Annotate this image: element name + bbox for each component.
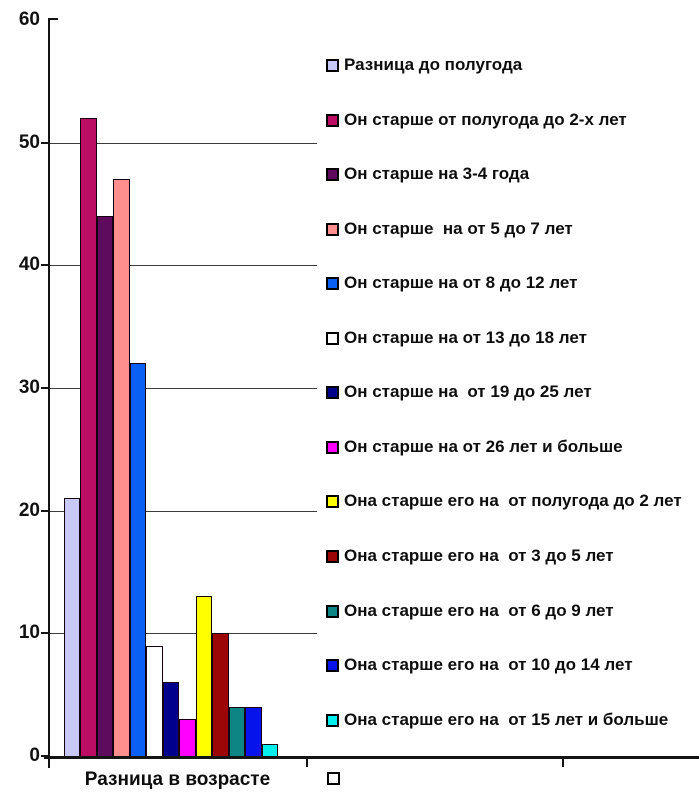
legend-item-7: Он старше на от 19 до 25 лет [326,381,698,403]
gridline-40 [50,265,317,266]
legend-label: Она старше его на от полугода до 2 лет [344,491,682,510]
y-axis-label-60: 60 [18,9,40,30]
bar-4 [113,179,130,756]
legend-label: Он старше на от 19 до 25 лет [344,382,592,401]
legend-label: Он старше на от 26 лет и больше [344,437,623,456]
legend-item-3: Он старше на 3-4 года [326,163,698,185]
bar-8 [179,719,196,756]
y-axis-label-30: 30 [18,377,40,398]
y-axis-tick-0 [41,755,49,757]
legend-label: Он старше от полугода до 2-х лет [344,110,627,129]
legend-color-swatch-icon [326,385,339,399]
y-axis-tick-50 [41,142,49,144]
legend-label: Разница до полугода [344,55,523,74]
legend-label: Она старше его на от 6 до 9 лет [344,601,614,620]
legend-color-swatch-icon [326,113,339,127]
legend-item-8: Он старше на от 26 лет и больше [326,436,698,458]
y-axis-label-10: 10 [18,622,40,643]
legend-color-swatch-icon [326,167,339,181]
y-axis-tick-40 [41,264,49,266]
bar-6 [146,646,163,756]
legend-label: Она старше его на от 3 до 5 лет [344,546,614,565]
bar-7 [163,682,179,756]
gridline-20 [50,511,317,512]
bar-12 [245,707,262,756]
bar-5 [130,363,146,756]
legend-label: Он старше на 3-4 года [344,164,530,183]
y-axis-label-50: 50 [18,132,40,153]
legend-color-swatch-icon [326,713,339,727]
empty-category-marker-icon [327,772,340,785]
legend-label: Она старше его на от 10 до 14 лет [344,655,633,674]
y-axis-tick-10 [41,632,49,634]
gridline-50 [50,143,317,144]
x-axis-tick [562,759,564,767]
legend-color-swatch-icon [326,276,339,290]
legend-color-swatch-icon [326,222,339,236]
legend-item-13: Она старше его на от 15 лет и больше [326,709,698,731]
x-category-label: Разница в возрасте [84,769,271,790]
legend-item-5: Он старше на от 8 до 12 лет [326,272,698,294]
legend-label: Она старше его на от 15 лет и больше [344,710,669,729]
gridline-10 [50,633,317,634]
bar-3 [97,216,113,756]
y-axis-label-40: 40 [18,254,40,275]
legend-label: Он старше на от 13 до 18 лет [344,328,587,347]
legend-color-swatch-icon [326,58,339,72]
legend-color-swatch-icon [326,549,339,563]
legend-color-swatch-icon [326,440,339,454]
legend-item-2: Он старше от полугода до 2-х лет [326,109,698,131]
bar-2 [80,118,97,756]
y-axis-label-0: 0 [29,745,40,766]
legend-item-1: Разница до полугода [326,54,698,76]
y-axis-line [48,18,50,768]
legend-label: Он старше на от 8 до 12 лет [344,273,578,292]
legend-item-9: Она старше его на от полугода до 2 лет [326,490,698,512]
legend-label: Он старше на от 5 до 7 лет [344,219,573,238]
y-axis-top-tick [50,18,58,20]
bar-1 [64,498,80,756]
bar-10 [212,633,229,756]
y-axis-label-20: 20 [18,500,40,521]
y-axis-tick-30 [41,387,49,389]
x-axis-tick [306,759,308,767]
bar-13 [262,744,278,756]
legend-item-6: Он старше на от 13 до 18 лет [326,327,698,349]
legend-item-11: Она старше его на от 6 до 9 лет [326,600,698,622]
legend-color-swatch-icon [326,331,339,345]
x-axis-line [44,756,699,759]
bar-11 [229,707,245,756]
legend-item-12: Она старше его на от 10 до 14 лет [326,654,698,676]
y-axis-tick-20 [41,510,49,512]
legend-color-swatch-icon [326,658,339,672]
bar-9 [196,596,212,756]
legend-item-10: Она старше его на от 3 до 5 лет [326,545,698,567]
legend-color-swatch-icon [326,604,339,618]
legend-color-swatch-icon [326,494,339,508]
legend-item-4: Он старше на от 5 до 7 лет [326,218,698,240]
gridline-30 [50,388,317,389]
